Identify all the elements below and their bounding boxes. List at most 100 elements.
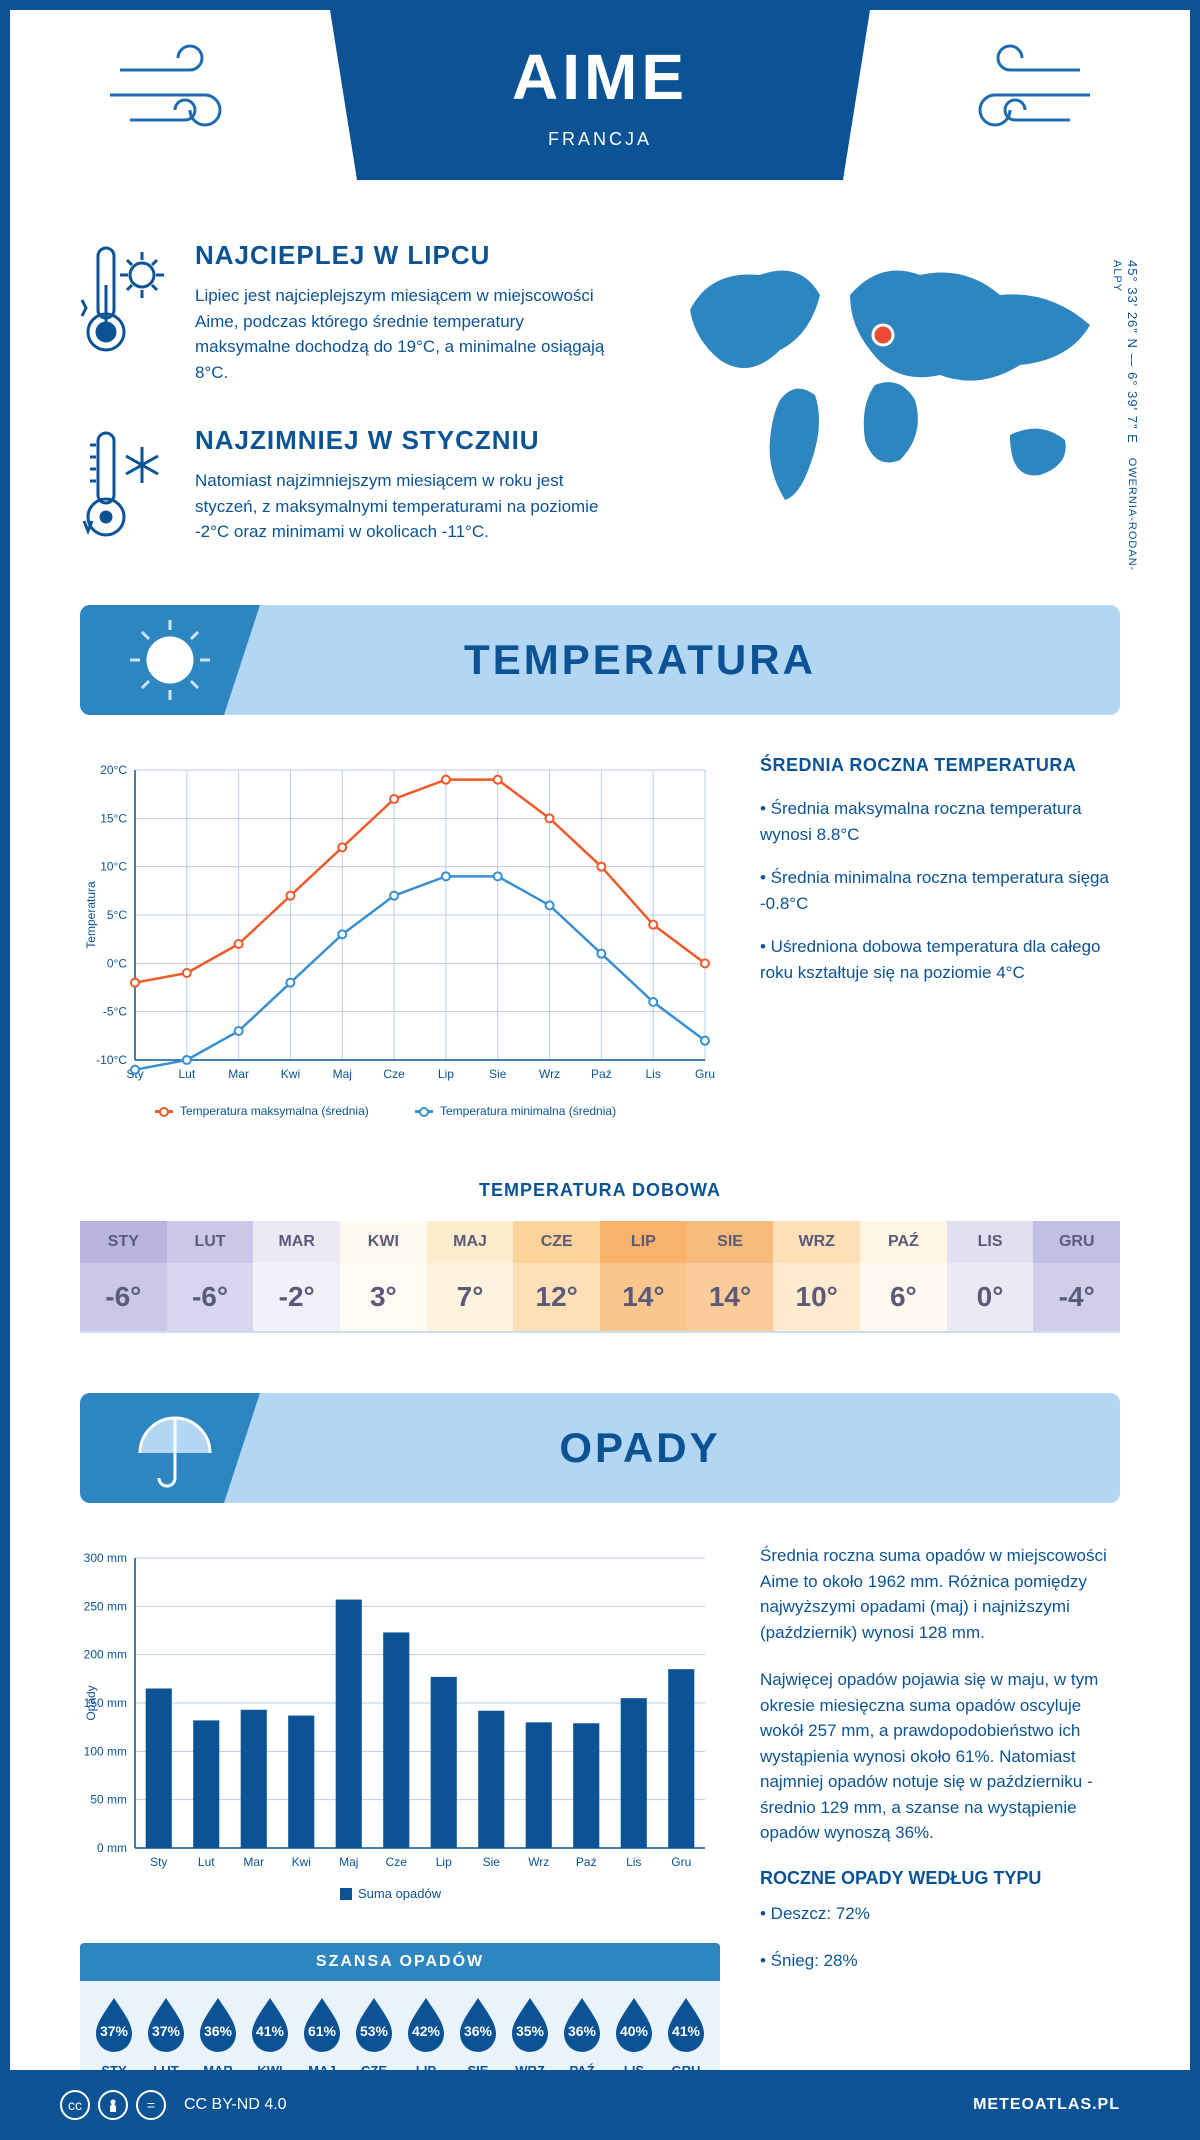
summary-heading: ŚREDNIA ROCZNA TEMPERATURA (760, 755, 1120, 776)
chance-drop: 37%STY (88, 1996, 140, 2078)
svg-text:Gru: Gru (671, 1855, 691, 1869)
svg-text:Paź: Paź (576, 1855, 597, 1869)
section-title: TEMPERATURA (260, 636, 1120, 684)
section-temperature: TEMPERATURA (80, 605, 1120, 715)
precipitation-chart: 0 mm50 mm100 mm150 mm200 mm250 mm300 mmS… (80, 1543, 720, 1913)
daily-cell: LUT-6° (167, 1221, 254, 1331)
svg-text:50 mm: 50 mm (90, 1793, 127, 1807)
svg-text:300 mm: 300 mm (84, 1551, 127, 1565)
svg-text:Sty: Sty (150, 1855, 167, 1869)
svg-text:Lip: Lip (438, 1067, 454, 1081)
umbrella-icon (80, 1393, 260, 1503)
page-subtitle: FRANCJA (330, 129, 870, 150)
daily-cell: MAJ7° (427, 1221, 514, 1331)
daily-cell: MAR-2° (253, 1221, 340, 1331)
svg-text:Maj: Maj (333, 1067, 352, 1081)
svg-text:Lut: Lut (198, 1855, 215, 1869)
chance-drop: 36%MAR (192, 1996, 244, 2078)
daily-cell: PAŹ6° (860, 1221, 947, 1331)
chance-drop: 36%SIE (452, 1996, 504, 2078)
fact-cold: NAJZIMNIEJ W STYCZNIU Natomiast najzimni… (80, 425, 620, 545)
svg-text:37%: 37% (100, 2023, 129, 2039)
precip-type-heading: ROCZNE OPADY WEDŁUG TYPU (760, 1868, 1120, 1889)
thermometer-snow-icon (80, 425, 170, 545)
chance-drop: 41%KWI (244, 1996, 296, 2078)
fact-cold-title: NAJZIMNIEJ W STYCZNIU (195, 425, 620, 456)
svg-text:Lut: Lut (178, 1067, 195, 1081)
daily-cell: LIS0° (947, 1221, 1034, 1331)
daily-cell: WRZ10° (773, 1221, 860, 1331)
thermometer-sun-icon (80, 240, 170, 360)
svg-text:53%: 53% (360, 2023, 389, 2039)
wind-icon (940, 40, 1090, 150)
svg-text:37%: 37% (152, 2023, 181, 2039)
fact-hot-text: Lipiec jest najcieplejszym miesiącem w m… (195, 283, 620, 385)
license: cc = CC BY-ND 4.0 (60, 2090, 287, 2120)
svg-text:100 mm: 100 mm (84, 1744, 127, 1758)
sun-icon (80, 605, 260, 715)
chance-drop: 53%CZE (348, 1996, 400, 2078)
temperature-summary: ŚREDNIA ROCZNA TEMPERATURA • Średnia mak… (760, 755, 1120, 1140)
daily-temp-table: STY-6°LUT-6°MAR-2°KWI3°MAJ7°CZE12°LIP14°… (80, 1221, 1120, 1333)
chance-drop: 61%MAJ (296, 1996, 348, 2078)
license-text: CC BY-ND 4.0 (184, 2096, 287, 2114)
daily-temp-title: TEMPERATURA DOBOWA (80, 1180, 1120, 1201)
chance-drop: 40%LIS (608, 1996, 660, 2078)
svg-text:61%: 61% (308, 2023, 337, 2039)
precip-paragraph: Średnia roczna suma opadów w miejscowośc… (760, 1543, 1120, 1645)
section-precipitation: OPADY (80, 1393, 1120, 1503)
svg-text:Opady: Opady (84, 1685, 98, 1720)
header: AIME FRANCJA (80, 10, 1120, 210)
precip-type-rain: • Deszcz: 72% (760, 1901, 1120, 1927)
svg-text:Maj: Maj (339, 1855, 358, 1869)
coordinates: 45° 33' 26" N — 6° 39' 7" E OWERNIA-RODA… (1110, 260, 1140, 585)
chance-drop: 42%LIP (400, 1996, 452, 2078)
cc-icon: cc (60, 2090, 90, 2120)
fact-hot: NAJCIEPLEJ W LIPCU Lipiec jest najcieple… (80, 240, 620, 385)
svg-text:20°C: 20°C (100, 763, 127, 777)
svg-text:Lis: Lis (626, 1855, 641, 1869)
svg-text:Wrz: Wrz (528, 1855, 549, 1869)
chance-title: SZANSA OPADÓW (80, 1943, 720, 1981)
svg-text:Paź: Paź (591, 1067, 612, 1081)
svg-text:10°C: 10°C (100, 860, 127, 874)
svg-text:36%: 36% (204, 2023, 233, 2039)
svg-text:36%: 36% (464, 2023, 493, 2039)
wind-icon (110, 40, 260, 150)
svg-text:200 mm: 200 mm (84, 1648, 127, 1662)
footer: cc = CC BY-ND 4.0 METEOATLAS.PL (0, 2070, 1190, 2140)
world-map: 45° 33' 26" N — 6° 39' 7" E OWERNIA-RODA… (660, 240, 1120, 585)
svg-text:Kwi: Kwi (281, 1067, 300, 1081)
svg-text:41%: 41% (256, 2023, 285, 2039)
map-marker-icon (873, 325, 893, 345)
daily-cell: CZE12° (513, 1221, 600, 1331)
summary-bullet: • Uśredniona dobowa temperatura dla całe… (760, 934, 1120, 985)
svg-text:Temperatura: Temperatura (84, 881, 98, 949)
title-banner: AIME FRANCJA (330, 10, 870, 180)
daily-cell: GRU-4° (1033, 1221, 1120, 1331)
site-name: METEOATLAS.PL (973, 2096, 1120, 2114)
svg-text:0 mm: 0 mm (97, 1841, 127, 1855)
svg-text:-10°C: -10°C (96, 1053, 127, 1067)
svg-text:35%: 35% (516, 2023, 545, 2039)
chance-drop: 35%WRZ (504, 1996, 556, 2078)
svg-text:Lis: Lis (646, 1067, 661, 1081)
fact-cold-text: Natomiast najzimniejszym miesiącem w rok… (195, 468, 620, 545)
summary-bullet: • Średnia minimalna roczna temperatura s… (760, 865, 1120, 916)
temperature-chart: -10°C-5°C0°C5°C10°C15°C20°CStyLutMarKwiM… (80, 755, 720, 1140)
svg-text:15°C: 15°C (100, 811, 127, 825)
svg-text:0°C: 0°C (107, 956, 127, 970)
svg-text:Kwi: Kwi (292, 1855, 311, 1869)
facts-row: NAJCIEPLEJ W LIPCU Lipiec jest najcieple… (80, 240, 1120, 585)
svg-text:Wrz: Wrz (539, 1067, 560, 1081)
by-icon (98, 2090, 128, 2120)
svg-text:5°C: 5°C (107, 908, 127, 922)
precipitation-summary: Średnia roczna suma opadów w miejscowośc… (760, 1543, 1120, 2093)
svg-text:Cze: Cze (386, 1855, 408, 1869)
chance-drop: 41%GRU (660, 1996, 712, 2078)
daily-cell: SIE14° (687, 1221, 774, 1331)
precip-type-snow: • Śnieg: 28% (760, 1948, 1120, 1974)
svg-text:36%: 36% (568, 2023, 597, 2039)
daily-cell: KWI3° (340, 1221, 427, 1331)
daily-cell: LIP14° (600, 1221, 687, 1331)
